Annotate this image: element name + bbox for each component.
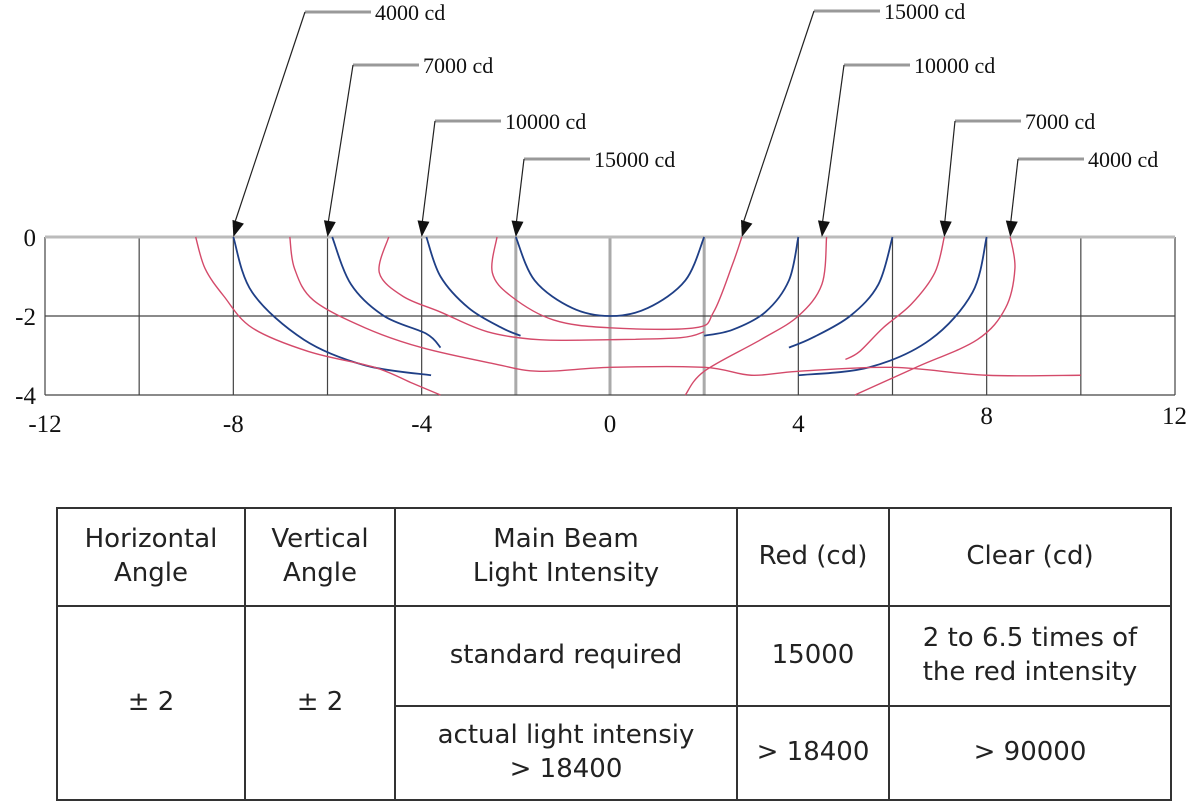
header-horizontal-angle: Horizontal Angle bbox=[56, 507, 246, 607]
callout-label: 7000 cd bbox=[1025, 109, 1095, 134]
callout-label: 4000 cd bbox=[375, 0, 445, 25]
header-red: Red (cd) bbox=[736, 507, 890, 607]
x-axis-ticks: -12 -8 -4 0 4 8 12 bbox=[28, 403, 1187, 438]
callout-leader bbox=[1009, 158, 1019, 228]
contour-line bbox=[194, 236, 441, 396]
contour-line bbox=[684, 236, 828, 396]
contour-line bbox=[232, 236, 432, 377]
callout-label: 10000 cd bbox=[505, 109, 586, 134]
isocandela-chart: 4000 cd 7000 cd 10000 cd 15000 cd 15000 cd 10… bbox=[15, 0, 1187, 438]
callout-arrowhead bbox=[511, 220, 524, 237]
table-row: ± 2 ± 2 standard required 15000 2 to 6.5… bbox=[56, 605, 1172, 801]
callout-arrowhead bbox=[939, 220, 952, 237]
callout-leader bbox=[326, 64, 354, 228]
y-tick-label: 0 bbox=[24, 225, 37, 252]
callout-arrowhead bbox=[417, 220, 430, 237]
callout-leader bbox=[741, 10, 815, 228]
callout-arrowhead bbox=[817, 220, 830, 237]
spec-table: Horizontal Angle Vertical Angle Main Bea… bbox=[56, 507, 1172, 801]
callout-leader bbox=[821, 64, 845, 228]
callout-arrowhead bbox=[1005, 220, 1018, 237]
x-tick-label: 4 bbox=[792, 411, 805, 438]
header-clear: Clear (cd) bbox=[888, 507, 1172, 607]
x-tick-label: -8 bbox=[223, 411, 244, 438]
contour-line bbox=[788, 236, 894, 349]
callout-leader bbox=[515, 158, 525, 228]
callout-label: 4000 cd bbox=[1088, 147, 1158, 172]
contour-lines bbox=[194, 236, 1081, 396]
contour-line bbox=[378, 236, 705, 342]
y-axis-ticks: 0 -2 -4 bbox=[15, 225, 36, 410]
contour-line bbox=[331, 236, 442, 349]
red-value-standard: 15000 bbox=[736, 605, 890, 707]
contour-line bbox=[845, 236, 945, 361]
contour-line bbox=[854, 236, 1016, 396]
vertical-angle-value: ± 2 bbox=[244, 605, 396, 801]
clear-value-actual: > 90000 bbox=[888, 705, 1172, 801]
x-tick-label: 8 bbox=[980, 403, 993, 430]
x-tick-label: -4 bbox=[411, 411, 432, 438]
callout-arrowhead bbox=[740, 219, 753, 237]
x-tick-label: -12 bbox=[28, 411, 61, 438]
contour-line bbox=[515, 236, 705, 317]
callout-leader bbox=[232, 11, 306, 228]
x-tick-label: 12 bbox=[1162, 403, 1187, 430]
callout-leader bbox=[943, 120, 956, 228]
header-vertical-angle: Vertical Angle bbox=[244, 507, 396, 607]
row-label-standard: standard required bbox=[394, 605, 738, 707]
x-tick-label: 0 bbox=[604, 411, 617, 438]
callout-label: 15000 cd bbox=[594, 147, 675, 172]
callout-label: 7000 cd bbox=[423, 53, 493, 78]
contour-line bbox=[289, 236, 1081, 377]
callout-label: 10000 cd bbox=[914, 53, 995, 78]
contour-line bbox=[425, 236, 521, 337]
horizontal-angle-value: ± 2 bbox=[56, 605, 246, 801]
callout-label: 15000 cd bbox=[884, 0, 965, 24]
table-header-row: Horizontal Angle Vertical Angle Main Bea… bbox=[56, 507, 1172, 607]
callout-leader bbox=[421, 120, 436, 228]
chart-grid bbox=[44, 235, 1176, 396]
header-main-beam: Main Beam Light Intensity bbox=[394, 507, 738, 607]
contour-line bbox=[703, 236, 800, 337]
y-tick-label: -4 bbox=[15, 383, 36, 410]
row-label-actual: actual light intensiy > 18400 bbox=[394, 705, 738, 801]
contour-line bbox=[491, 236, 743, 331]
table-row: actual light intensiy > 18400 > 18400 > … bbox=[57, 705, 1172, 801]
callout-arrowhead bbox=[232, 219, 244, 237]
contour-line bbox=[798, 236, 988, 377]
callout-arrowhead bbox=[323, 220, 336, 237]
clear-value-standard: 2 to 6.5 times of the red intensity bbox=[888, 605, 1172, 707]
callouts: 4000 cd 7000 cd 10000 cd 15000 cd 15000 cd 10… bbox=[232, 0, 1158, 237]
red-value-actual: > 18400 bbox=[736, 705, 890, 801]
y-tick-label: -2 bbox=[15, 304, 36, 331]
